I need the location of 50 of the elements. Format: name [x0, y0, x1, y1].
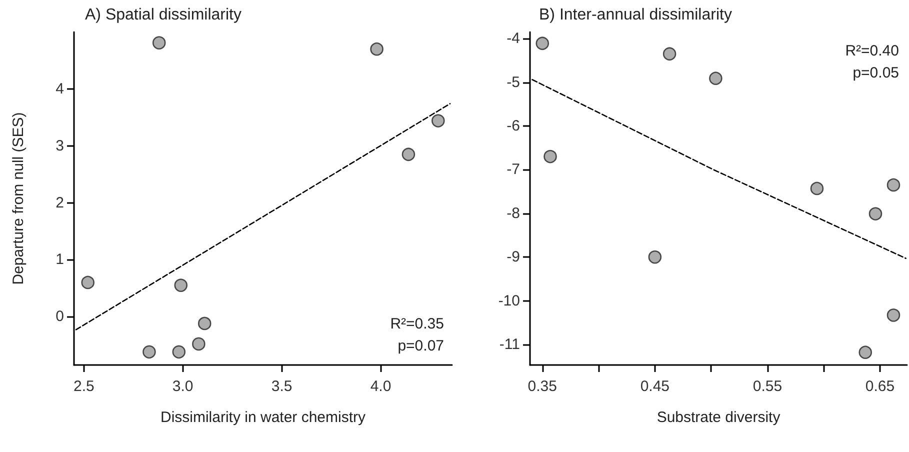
y-tick-label: -6: [506, 117, 520, 134]
y-tick-label: -11: [499, 336, 520, 353]
point: [192, 337, 206, 351]
point: [648, 250, 662, 264]
y-tick-label: 3: [56, 137, 64, 154]
y-tick-label: -5: [506, 74, 520, 91]
y-tick-label: 1: [56, 251, 64, 268]
y-tick-label: -4: [506, 30, 520, 48]
annotation: R²=0.35: [390, 316, 444, 332]
point: [868, 207, 882, 220]
y-tick-label: 0: [56, 308, 64, 326]
y-tick-label: -7: [506, 161, 520, 178]
annotation: p=0.05: [852, 64, 899, 82]
point: [142, 345, 156, 359]
x-tick-label: 2.5: [73, 378, 94, 395]
x-tick-label: 0.35: [528, 378, 557, 395]
point: [536, 36, 550, 50]
point: [81, 276, 95, 290]
x-tick-label: 0.55: [752, 378, 782, 395]
point: [662, 47, 676, 60]
annotation: R²=0.40: [845, 42, 899, 60]
point: [709, 72, 722, 85]
point: [402, 148, 416, 162]
x-tick-label: 4.0: [370, 378, 392, 395]
chart-title: A) Spatial dissimilarity: [85, 6, 242, 24]
point: [432, 114, 445, 128]
x-tick-label: 0.65: [865, 378, 895, 395]
point: [886, 308, 900, 322]
y-tick-label: -10: [498, 292, 520, 310]
point: [544, 150, 557, 164]
annotation: p=0.07: [398, 338, 444, 354]
y-axis-title: Departure from null (SES): [10, 112, 27, 285]
point: [172, 345, 186, 359]
point: [198, 316, 212, 330]
x-tick-label: 3.0: [172, 378, 194, 395]
chart-title: B) Inter-annual dissimilarity: [539, 6, 732, 24]
y-tick-label: 2: [56, 194, 64, 212]
x-tick-label: 3.5: [271, 378, 292, 395]
y-tick-label: -9: [506, 248, 520, 266]
y-tick-label: -8: [506, 204, 520, 222]
point: [370, 42, 384, 56]
point: [174, 278, 188, 292]
x-axis-title: Dissimilarity in water chemistry: [160, 409, 366, 426]
point: [810, 182, 824, 196]
x-axis-title: Substrate diversity: [656, 409, 781, 426]
y-tick-label: 4: [56, 80, 64, 98]
point: [152, 36, 166, 50]
point: [886, 178, 900, 192]
x-tick-label: 0.45: [640, 378, 670, 395]
point: [858, 346, 872, 359]
